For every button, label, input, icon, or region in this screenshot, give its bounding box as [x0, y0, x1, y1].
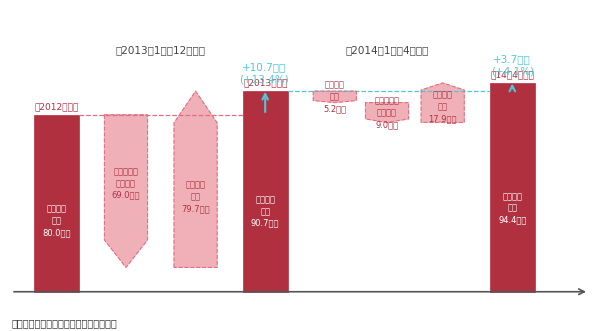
Text: 【2012年末】: 【2012年末】 — [34, 103, 79, 112]
Text: 出所：株式会社一五不動産情報サービス: 出所：株式会社一五不動産情報サービス — [11, 318, 117, 328]
Polygon shape — [104, 115, 148, 267]
Text: 開発用地
取得
79.7万㎡: 開発用地 取得 79.7万㎡ — [181, 181, 210, 213]
Text: 開発用地
在庫
80.0万㎡: 開発用地 在庫 80.0万㎡ — [42, 205, 71, 237]
FancyBboxPatch shape — [242, 91, 288, 292]
Text: +3.7万㎡
(+4.1%): +3.7万㎡ (+4.1%) — [491, 54, 534, 76]
Text: 開発用地
売却
5.2万㎡: 開発用地 売却 5.2万㎡ — [323, 80, 346, 113]
Text: 【2013年末】: 【2013年末】 — [243, 79, 287, 88]
Polygon shape — [174, 91, 217, 267]
Polygon shape — [365, 103, 409, 122]
Text: 開発用地
在庫
90.7万㎡: 開発用地 在庫 90.7万㎡ — [251, 195, 280, 228]
FancyBboxPatch shape — [490, 83, 535, 292]
Text: 着工による
用地消化
9.0万㎡: 着工による 用地消化 9.0万㎡ — [374, 96, 400, 129]
Text: 【2014年1月～4月末】: 【2014年1月～4月末】 — [346, 45, 428, 55]
Polygon shape — [421, 83, 464, 122]
Text: +10.7万㎡
(+13.4%): +10.7万㎡ (+13.4%) — [239, 62, 289, 84]
Text: 着工による
用地消化
69.0万㎡: 着工による 用地消化 69.0万㎡ — [112, 167, 140, 200]
Text: 開発用地
在庫
94.4万㎡: 開発用地 在庫 94.4万㎡ — [498, 192, 526, 224]
Text: 【2013年1月～12月末】: 【2013年1月～12月末】 — [116, 45, 206, 55]
Text: 開発用地
取得
17.9万㎡: 開発用地 取得 17.9万㎡ — [428, 90, 457, 123]
Polygon shape — [313, 91, 356, 103]
FancyBboxPatch shape — [34, 115, 79, 292]
Text: 【14年4月末】: 【14年4月末】 — [490, 71, 534, 79]
